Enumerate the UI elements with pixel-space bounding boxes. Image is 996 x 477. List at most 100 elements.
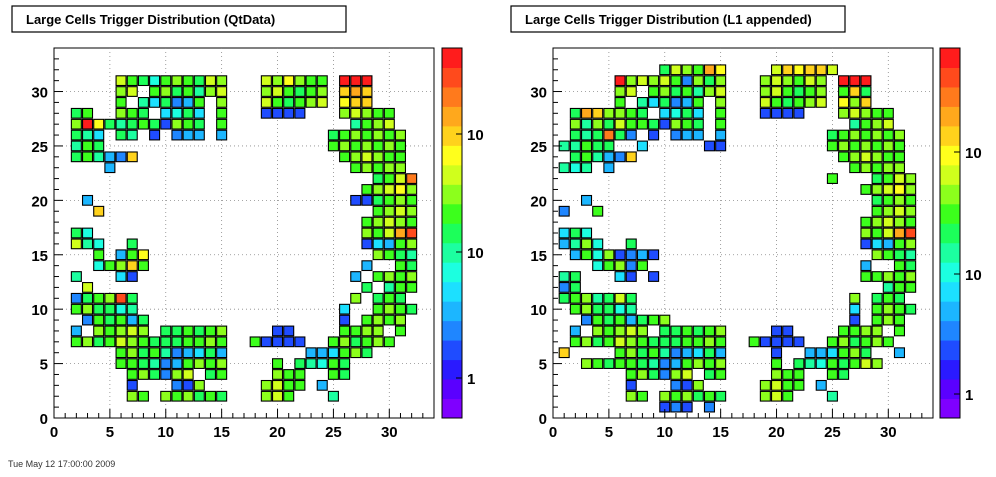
heatmap-cell (793, 369, 805, 380)
x-tick-label: 10 (656, 424, 673, 441)
heatmap-cell (383, 205, 395, 217)
heatmap-cell (149, 129, 161, 141)
heatmap-cell (580, 227, 593, 239)
heatmap-cell (860, 97, 872, 108)
heatmap-cell (804, 75, 816, 87)
heatmap-cell (372, 271, 384, 282)
heatmap-cell (81, 336, 94, 348)
heatmap-cell (871, 194, 883, 206)
heatmap-cell (160, 118, 172, 130)
heatmap-cell (815, 86, 827, 97)
heatmap-cell (770, 75, 783, 87)
heatmap-cell (592, 129, 604, 141)
heatmap-cell (681, 369, 693, 380)
heatmap-cell (670, 390, 682, 402)
heatmap-cell (406, 216, 418, 228)
heatmap-cell (372, 129, 384, 141)
heatmap-cell (406, 184, 418, 195)
heatmap-cell (793, 64, 805, 76)
heatmap-cell (592, 205, 604, 217)
heatmap-cell (93, 336, 105, 348)
heatmap-cell (126, 118, 138, 130)
heatmap-cell (93, 151, 105, 163)
heatmap-cell (782, 369, 794, 380)
heatmap-cell (361, 184, 373, 195)
heatmap-cell (905, 173, 917, 184)
heatmap-cell (681, 97, 693, 108)
heatmap-cell (126, 369, 138, 380)
heatmap-cell (383, 303, 395, 315)
heatmap-cell (182, 358, 194, 369)
heatmap-cell (294, 369, 306, 380)
heatmap-cell (838, 358, 850, 369)
heatmap-cell (182, 336, 194, 348)
heatmap-cell (327, 336, 339, 348)
heatmap-cell (193, 379, 205, 391)
heatmap-cell (350, 271, 362, 282)
color-bar-band (442, 86, 462, 107)
heatmap-cell (804, 347, 816, 359)
heatmap-cell (871, 271, 883, 282)
heatmap-cell (271, 369, 284, 380)
heatmap-cell (316, 97, 328, 108)
heatmap-cell (137, 260, 149, 272)
color-bar-band (940, 281, 960, 302)
heatmap-cell (126, 303, 138, 315)
x-tick-label: 10 (157, 424, 174, 441)
heatmap-cell (70, 292, 82, 304)
heatmap-cell (350, 325, 362, 337)
heatmap-cell (715, 390, 727, 402)
heatmap-cell (893, 151, 906, 163)
heatmap-cell (93, 260, 105, 272)
heatmap-cell (81, 194, 94, 206)
heatmap-cell (339, 75, 351, 87)
heatmap-cell (372, 238, 384, 250)
heatmap-cell (160, 358, 172, 369)
heatmap-cell (126, 271, 138, 282)
heatmap-cell (905, 205, 917, 217)
heatmap-cell (271, 336, 284, 348)
heatmap-cell (149, 97, 161, 108)
heatmap-cell (283, 369, 295, 380)
heatmap-cell (260, 75, 272, 87)
heatmap-cell (893, 227, 906, 239)
heatmap-cell (659, 390, 671, 402)
heatmap-cell (216, 336, 228, 348)
heatmap-cell (216, 358, 228, 369)
heatmap-cell (126, 151, 138, 163)
color-bar-band (940, 398, 960, 419)
color-bar-band (442, 145, 462, 166)
heatmap-cell (860, 118, 872, 130)
heatmap-cell (327, 347, 339, 359)
heatmap-cell (271, 86, 284, 97)
heatmap-cell (592, 118, 604, 130)
heatmap-cell (81, 282, 94, 293)
heatmap-cell (283, 325, 295, 337)
heatmap-cell (893, 325, 906, 337)
heatmap-cell (614, 292, 626, 304)
heatmap-cell (350, 107, 362, 119)
heatmap-cell (339, 358, 351, 369)
chart-title: Large Cells Trigger Distribution (QtData… (26, 12, 275, 27)
heatmap-cell (372, 173, 384, 184)
heatmap-cell (383, 107, 395, 119)
heatmap-cell (558, 292, 570, 304)
y-tick-label: 0 (40, 411, 48, 428)
heatmap-cell (849, 86, 861, 97)
heatmap-cell (871, 205, 883, 217)
heatmap-cell (115, 75, 127, 87)
y-tick-label: 30 (530, 85, 547, 102)
heatmap-cell (182, 325, 194, 337)
heatmap-cell (305, 86, 317, 97)
heatmap-cell (592, 358, 604, 369)
heatmap-cell (670, 64, 682, 76)
heatmap-cells (558, 64, 917, 413)
heatmap-cell (137, 118, 149, 130)
heatmap-cell (893, 249, 906, 261)
color-bar-band (442, 320, 462, 341)
heatmap-cell (137, 369, 149, 380)
heatmap-cell (316, 86, 328, 97)
heatmap-cell (648, 369, 660, 380)
heatmap-cell (681, 129, 693, 141)
